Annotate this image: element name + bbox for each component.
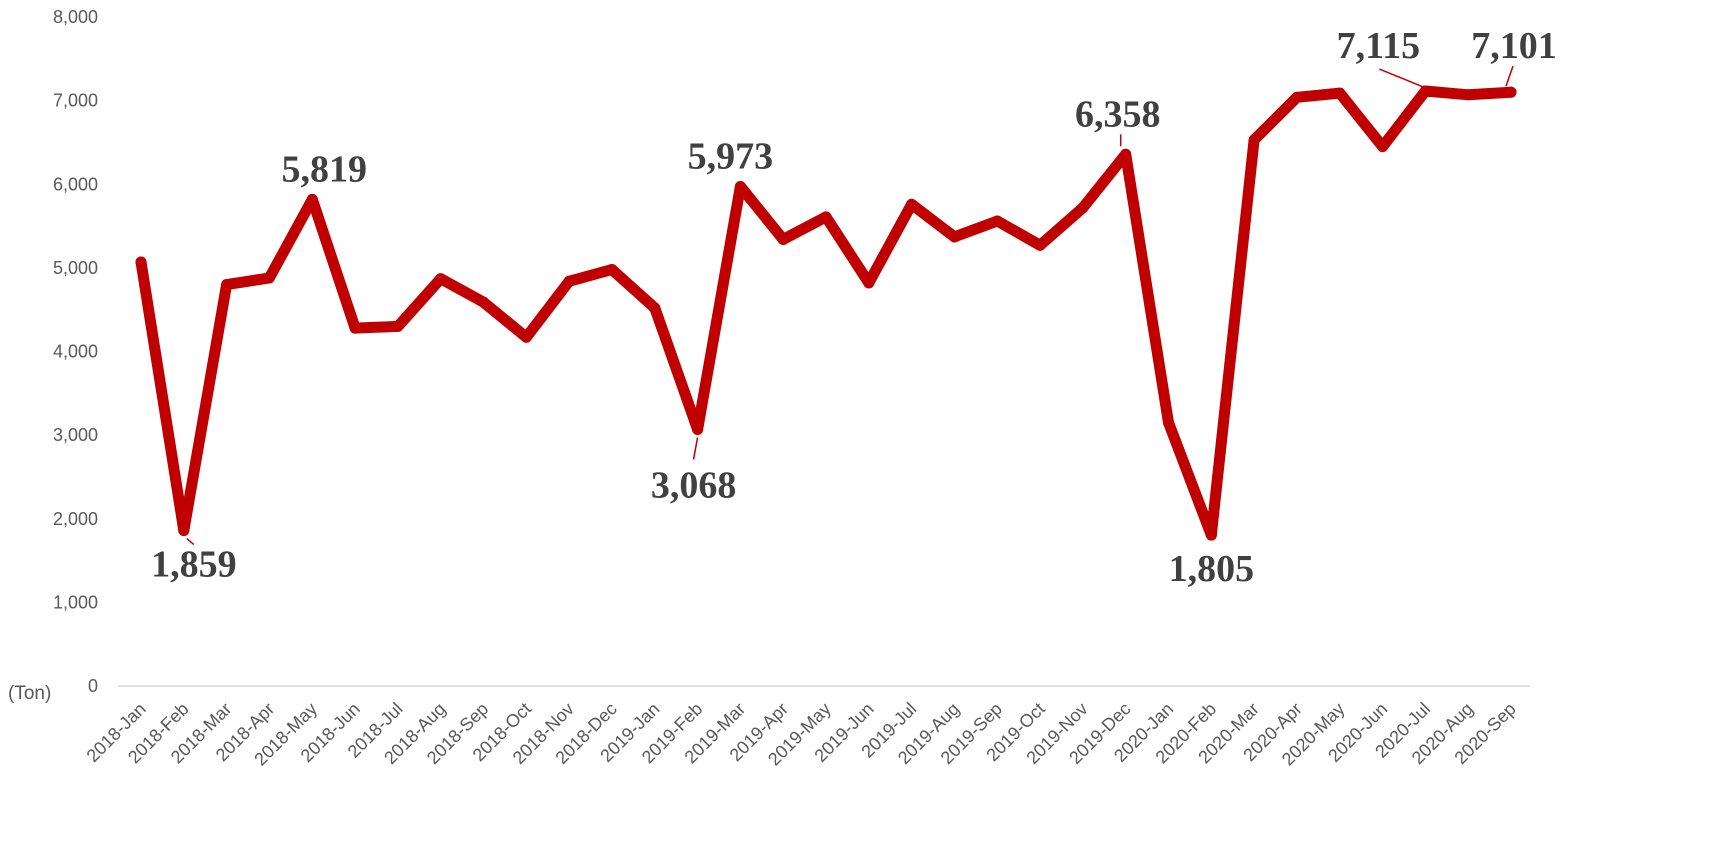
- data-label: 3,068: [651, 464, 737, 506]
- data-point: [649, 302, 661, 314]
- data-point: [1377, 141, 1389, 153]
- data-label: 7,115: [1337, 25, 1420, 67]
- data-label: 6,358: [1075, 93, 1161, 135]
- data-point: [606, 264, 618, 276]
- data-point: [1334, 87, 1346, 99]
- data-point: [1505, 86, 1517, 98]
- data-point: [520, 331, 532, 343]
- data-label: 7,101: [1471, 25, 1557, 67]
- data-point: [435, 273, 447, 285]
- y-axis-tick-labels: 0 1,000 2,000 3,000 4,000 5,000 6,000 7,000 8,00…: [53, 7, 98, 696]
- y-tick-label: 5,000: [53, 258, 98, 278]
- data-point: [392, 320, 404, 332]
- y-tick-label: 8,000: [53, 7, 98, 27]
- data-label-leader: [692, 437, 699, 460]
- y-tick-label: 6,000: [53, 174, 98, 194]
- data-point: [349, 322, 361, 334]
- data-point: [306, 193, 318, 205]
- data-point: [178, 525, 190, 537]
- y-tick-label: 1,000: [53, 592, 98, 612]
- data-point: [563, 275, 575, 287]
- data-label: 1,859: [151, 544, 237, 586]
- data-point: [1163, 417, 1174, 429]
- data-point: [1419, 85, 1431, 97]
- y-tick-label: 0: [88, 676, 98, 696]
- data-label-leader: [1379, 68, 1424, 88]
- data-point: [1120, 148, 1132, 160]
- y-tick-label: 7,000: [53, 91, 98, 111]
- data-point: [478, 296, 489, 308]
- data-point: [948, 231, 960, 243]
- data-point: [991, 215, 1003, 227]
- y-tick-label: 4,000: [53, 342, 98, 362]
- data-point: [1077, 202, 1089, 214]
- data-point: [906, 198, 918, 210]
- data-label: 1,805: [1169, 548, 1255, 590]
- data-point: [1462, 89, 1474, 101]
- data-point: [777, 233, 789, 245]
- series-group: [135, 85, 1517, 541]
- data-point: [734, 181, 746, 193]
- x-axis-tick-labels: 2018-Jan2018-Feb2018-Mar2018-Apr2018-May…: [83, 699, 1520, 770]
- data-point: [1291, 91, 1303, 103]
- data-point: [863, 277, 875, 289]
- data-point: [692, 423, 704, 435]
- y-tick-label: 2,000: [53, 509, 98, 529]
- data-label-leader: [1505, 65, 1514, 87]
- y-tick-label: 3,000: [53, 425, 98, 445]
- data-point: [263, 272, 275, 284]
- data-labels: 1,859 5,819 3,068 5,973 6,358 1,805 7,115 7,101: [151, 25, 1557, 590]
- data-point: [1205, 529, 1217, 541]
- data-point: [820, 211, 832, 223]
- data-label-leader: [186, 537, 195, 546]
- data-point: [135, 256, 147, 268]
- data-label: 5,819: [282, 148, 368, 190]
- data-label: 5,973: [688, 136, 774, 178]
- y-axis-unit-label: (Ton): [8, 683, 51, 704]
- data-point: [1034, 239, 1046, 251]
- data-point: [1248, 134, 1260, 146]
- data-point: [221, 279, 233, 291]
